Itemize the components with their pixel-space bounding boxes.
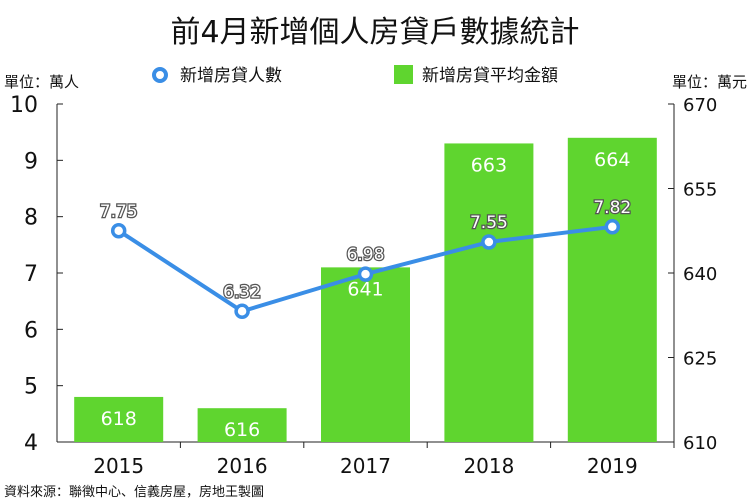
- right-tick-label: 640: [683, 264, 717, 285]
- line-value-label: 7.75: [100, 202, 138, 222]
- x-tick-label: 2017: [340, 454, 391, 478]
- line-point: [357, 266, 374, 282]
- x-tick-label: 2019: [587, 454, 638, 478]
- left-tick-label: 7: [24, 262, 38, 287]
- axes: 4 5 6 7 8 9 10 610 625 640 655 670 2015 2016 2017 2018 2…: [10, 93, 717, 478]
- line-value-label: 7.82: [593, 198, 631, 218]
- x-tick-label: 2015: [93, 454, 144, 478]
- bar-value-label: 664: [594, 149, 630, 171]
- line-value-label: 6.32: [223, 282, 261, 302]
- right-tick-label: 670: [683, 95, 717, 116]
- bar-value-label: 663: [471, 154, 507, 176]
- right-tick-label: 655: [683, 180, 717, 201]
- source-note: 資料來源：聯徵中心、信義房屋，房地王製圖: [4, 484, 264, 500]
- left-tick-label: 9: [24, 149, 38, 174]
- legend-line-marker: [152, 67, 168, 83]
- line-point: [234, 303, 250, 320]
- bar: [197, 408, 287, 442]
- line-value-label: 6.98: [347, 245, 385, 265]
- line-series: 7.75 6.32 6.98 7.55 7.82: [99, 197, 632, 320]
- legend-line-label: 新增房貸人數: [180, 66, 282, 86]
- right-tick-label: 625: [683, 349, 717, 370]
- line-point: [481, 234, 497, 250]
- line-point: [110, 223, 127, 239]
- line-value-label: 7.55: [470, 213, 508, 233]
- chart-title: 前4月新增個人房貸戶數據統計: [170, 15, 579, 50]
- left-tick-label: 4: [24, 431, 38, 456]
- bar: [567, 137, 657, 443]
- left-tick-label: 8: [24, 206, 38, 231]
- legend-bar-marker: [394, 65, 413, 84]
- legend: 新增房貸人數 新增房貸平均金額: [152, 65, 558, 86]
- bar: [321, 267, 410, 442]
- bar-series: 618 616 641 663 664: [74, 137, 657, 443]
- bar: [444, 143, 534, 442]
- x-tick-label: 2018: [463, 454, 514, 478]
- legend-bar-label: 新增房貸平均金額: [422, 66, 558, 86]
- bar: [74, 396, 164, 442]
- bar-value-label: 618: [101, 408, 137, 430]
- line-point: [604, 219, 621, 235]
- left-tick-label: 10: [10, 93, 38, 118]
- left-axis-unit: 單位：萬人: [4, 73, 79, 91]
- right-axis-unit: 單位：萬元: [672, 73, 747, 91]
- bar-value-label: 616: [224, 419, 260, 441]
- x-tick-label: 2016: [217, 454, 268, 478]
- left-tick-label: 5: [24, 375, 38, 400]
- left-tick-label: 6: [24, 318, 38, 343]
- right-tick-label: 610: [683, 433, 717, 454]
- bar-value-label: 641: [347, 278, 383, 300]
